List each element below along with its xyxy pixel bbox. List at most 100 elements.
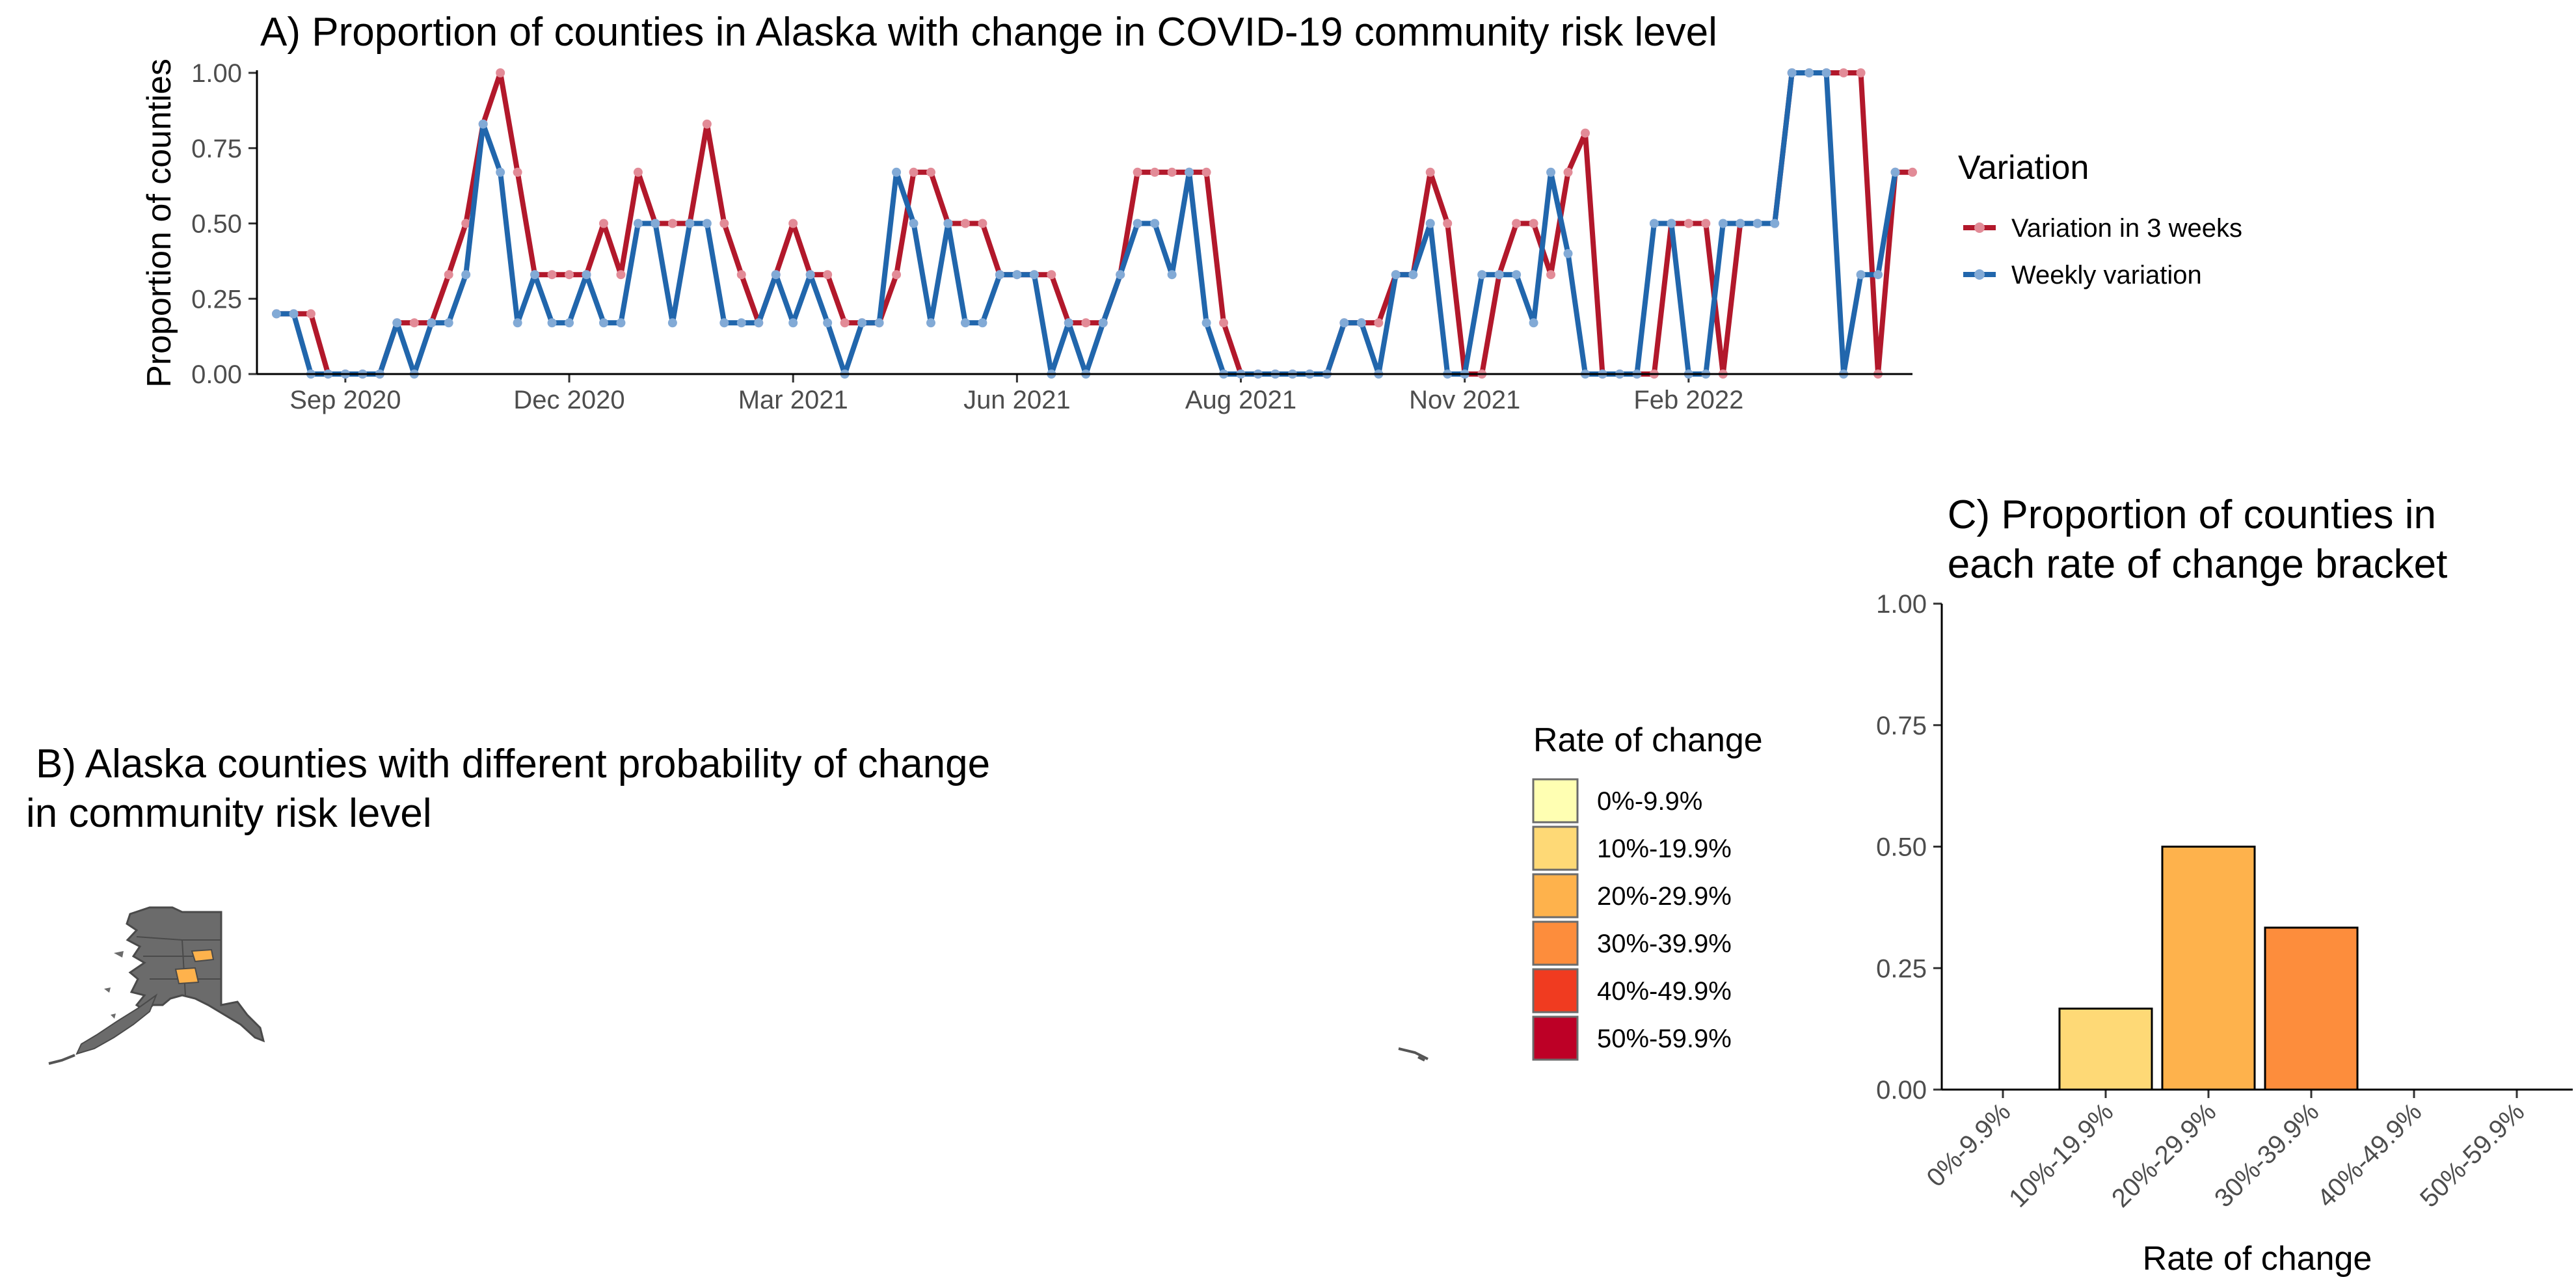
legend-label-30-39-9: 30%-39.9% bbox=[1597, 930, 1732, 958]
series-point-variation-in-3-weeks bbox=[633, 167, 643, 177]
panel-b-title-line1: B) Alaska counties with different probab… bbox=[36, 742, 990, 786]
y-tick-label: 0.50 bbox=[1876, 833, 1927, 862]
panel-b: B) Alaska counties with different probab… bbox=[26, 721, 1763, 1065]
legend-key-dot-variation-3-weeks bbox=[1974, 222, 1985, 233]
series-point-variation-in-3-weeks bbox=[788, 219, 798, 228]
x-tick-label: Dec 2020 bbox=[513, 386, 624, 414]
series-point-weekly-variation bbox=[926, 318, 935, 328]
y-tick-label: 1.00 bbox=[191, 59, 242, 88]
series-point-variation-in-3-weeks bbox=[1219, 318, 1229, 328]
series-point-variation-in-3-weeks bbox=[306, 309, 315, 319]
series-point-weekly-variation bbox=[1563, 248, 1573, 258]
panel-c-x-ticks: 0%-9.9%10%-19.9%20%-29.9%30%-39.9%40%-49… bbox=[1921, 1090, 2530, 1213]
panel-a-series bbox=[272, 68, 1917, 379]
alaska-county-borders bbox=[136, 936, 221, 996]
panel-b-legend-title: Rate of change bbox=[1533, 721, 1763, 759]
series-point-weekly-variation bbox=[444, 318, 453, 328]
series-point-variation-in-3-weeks bbox=[1701, 219, 1711, 228]
x-tick-label: Nov 2021 bbox=[1409, 386, 1520, 414]
panel-b-legend: Rate of change 0%-9.9% 10%-19.9% 20%-29.9%… bbox=[1532, 721, 1763, 1061]
series-point-variation-in-3-weeks bbox=[1081, 318, 1091, 328]
series-point-weekly-variation bbox=[478, 119, 488, 129]
alaska-county-highlight-1 bbox=[191, 948, 215, 963]
series-point-variation-in-3-weeks bbox=[461, 219, 471, 228]
x-tick-label: 40%-49.9% bbox=[2312, 1097, 2427, 1213]
series-point-weekly-variation bbox=[1391, 270, 1401, 280]
bar-30-39-9 bbox=[2264, 926, 2359, 1091]
series-point-weekly-variation bbox=[289, 309, 299, 319]
x-tick-label: 10%-19.9% bbox=[2004, 1097, 2119, 1213]
series-point-weekly-variation bbox=[1821, 68, 1831, 77]
y-tick-label: 0.25 bbox=[1876, 954, 1927, 983]
series-point-weekly-variation bbox=[272, 309, 281, 319]
series-point-variation-in-3-weeks bbox=[960, 219, 970, 228]
series-point-variation-in-3-weeks bbox=[1908, 167, 1917, 177]
series-point-weekly-variation bbox=[1546, 167, 1556, 177]
series-point-variation-in-3-weeks bbox=[496, 68, 505, 77]
series-point-variation-in-3-weeks bbox=[909, 167, 919, 177]
legend-label-weekly-variation: Weekly variation bbox=[2011, 261, 2202, 289]
x-tick-label: 20%-29.9% bbox=[2106, 1097, 2221, 1213]
series-point-weekly-variation bbox=[1787, 68, 1797, 77]
series-point-weekly-variation bbox=[960, 318, 970, 328]
panel-a-legend: Variation Variation in 3 weeks Weekly va… bbox=[1958, 149, 2242, 289]
panel-c-y-ticks: 0.00 0.25 0.50 0.75 1.00 bbox=[1876, 590, 1942, 1105]
series-point-weekly-variation bbox=[805, 270, 815, 280]
series-point-variation-in-3-weeks bbox=[1047, 270, 1056, 280]
series-point-variation-in-3-weeks bbox=[978, 219, 987, 228]
series-point-weekly-variation bbox=[1150, 219, 1160, 228]
series-point-variation-in-3-weeks bbox=[1133, 167, 1142, 177]
x-tick-label: Feb 2022 bbox=[1633, 386, 1743, 414]
series-point-weekly-variation bbox=[892, 167, 902, 177]
series-point-variation-in-3-weeks bbox=[1374, 318, 1384, 328]
series-point-variation-in-3-weeks bbox=[892, 270, 902, 280]
series-point-variation-in-3-weeks bbox=[1425, 167, 1435, 177]
far-aleutian-islands bbox=[1398, 1047, 1429, 1062]
series-point-variation-in-3-weeks bbox=[547, 270, 557, 280]
series-point-variation-in-3-weeks bbox=[599, 219, 608, 228]
x-tick-label: Aug 2021 bbox=[1185, 386, 1296, 414]
legend-label-0-9-9: 0%-9.9% bbox=[1597, 787, 1702, 816]
legend-swatch-50-59-9 bbox=[1532, 1015, 1579, 1061]
panel-c-title-line1: C) Proportion of counties in bbox=[1948, 492, 2436, 537]
panel-a-legend-title: Variation bbox=[1958, 149, 2089, 187]
series-point-weekly-variation bbox=[1408, 270, 1418, 280]
series-point-variation-in-3-weeks bbox=[1546, 270, 1556, 280]
series-point-variation-in-3-weeks bbox=[1201, 167, 1211, 177]
panel-c: C) Proportion of counties in each rate o… bbox=[1876, 492, 2573, 1278]
legend-label-40-49-9: 40%-49.9% bbox=[1597, 977, 1732, 1006]
panel-c-title-line2: each rate of change bracket bbox=[1948, 542, 2448, 587]
aleutian-islands bbox=[48, 1054, 75, 1065]
panel-c-title: C) Proportion of counties in each rate o… bbox=[1948, 492, 2448, 587]
series-point-weekly-variation bbox=[1167, 270, 1177, 280]
series-point-variation-in-3-weeks bbox=[840, 318, 850, 328]
legend-label-20-29-9: 20%-29.9% bbox=[1597, 882, 1732, 911]
series-point-weekly-variation bbox=[1098, 318, 1108, 328]
series-point-variation-in-3-weeks bbox=[736, 270, 746, 280]
series-point-weekly-variation bbox=[427, 318, 436, 328]
series-point-weekly-variation bbox=[1116, 270, 1125, 280]
series-point-weekly-variation bbox=[1529, 318, 1538, 328]
panel-a-y-ticks: 0.00 0.25 0.50 0.75 1.00 bbox=[191, 59, 257, 389]
legend-swatch-20-29-9 bbox=[1532, 873, 1579, 919]
series-point-weekly-variation bbox=[582, 270, 591, 280]
series-point-variation-in-3-weeks bbox=[616, 270, 626, 280]
series-point-weekly-variation bbox=[1736, 219, 1745, 228]
series-point-weekly-variation bbox=[1856, 270, 1866, 280]
series-point-weekly-variation bbox=[1185, 167, 1194, 177]
legend-label-10-19-9: 10%-19.9% bbox=[1597, 835, 1732, 863]
series-point-weekly-variation bbox=[736, 318, 746, 328]
series-point-weekly-variation bbox=[1512, 270, 1522, 280]
series-point-weekly-variation bbox=[513, 318, 522, 328]
series-point-weekly-variation bbox=[1873, 270, 1883, 280]
series-point-variation-in-3-weeks bbox=[1529, 219, 1538, 228]
y-tick-label: 0.75 bbox=[191, 135, 242, 163]
series-point-weekly-variation bbox=[599, 318, 608, 328]
panel-a-title: A) Proportion of counties in Alaska with… bbox=[260, 10, 1717, 55]
series-point-variation-in-3-weeks bbox=[1581, 128, 1590, 138]
y-tick-label: 1.00 bbox=[1876, 590, 1927, 619]
x-tick-label: 0%-9.9% bbox=[1921, 1097, 2016, 1192]
series-point-variation-in-3-weeks bbox=[719, 219, 729, 228]
series-point-weekly-variation bbox=[823, 318, 833, 328]
series-point-weekly-variation bbox=[1064, 318, 1073, 328]
